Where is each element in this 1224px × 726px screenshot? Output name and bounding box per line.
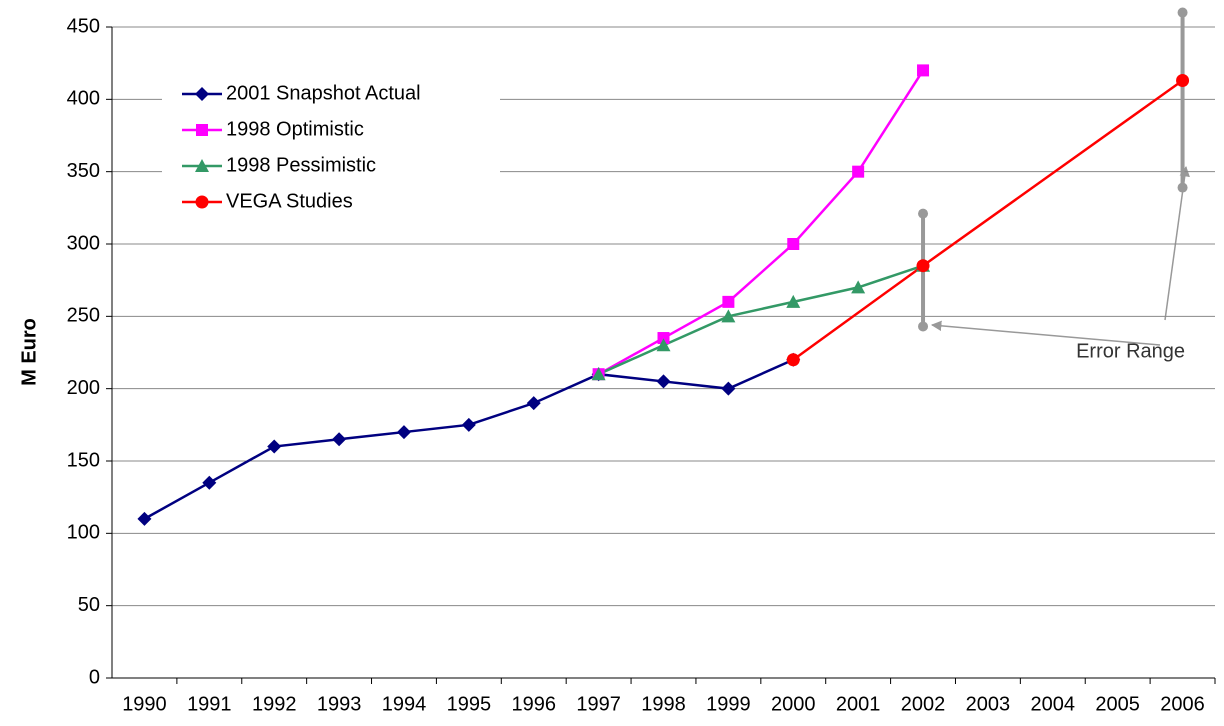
error-cap <box>1177 7 1188 18</box>
x-tick-label: 1996 <box>511 693 556 715</box>
marker <box>656 374 671 389</box>
y-tick-label: 200 <box>67 377 100 399</box>
marker <box>137 511 152 526</box>
series-line <box>598 69 925 376</box>
marker <box>526 396 541 411</box>
series-line <box>792 79 1184 361</box>
marker <box>917 64 930 77</box>
x-tick-label: 1999 <box>706 693 751 715</box>
x-tick-label: 1992 <box>252 693 297 715</box>
marker <box>396 425 411 440</box>
series-line <box>143 358 794 520</box>
x-tick-label: 1997 <box>576 693 621 715</box>
y-tick-label: 50 <box>78 594 100 616</box>
marker <box>721 309 736 323</box>
y-tick-label: 350 <box>67 160 100 182</box>
annotation: Error Range <box>1076 340 1185 362</box>
marker <box>851 280 866 294</box>
x-tick-label: 1993 <box>317 693 362 715</box>
legend-label: 1998 Optimistic <box>226 118 364 140</box>
marker <box>267 439 282 454</box>
x-tick-label: 2002 <box>901 693 946 715</box>
marker <box>786 353 800 367</box>
x-tick-label: 2001 <box>836 693 881 715</box>
marker <box>195 195 209 209</box>
y-axis-label: M Euro <box>18 318 40 386</box>
marker <box>591 367 606 381</box>
legend-box <box>162 76 500 224</box>
marker <box>916 259 930 273</box>
x-tick-label: 2005 <box>1095 693 1140 715</box>
x-tick-label: 1995 <box>447 693 492 715</box>
legend-label: VEGA Studies <box>226 190 353 212</box>
x-tick-label: 1990 <box>122 693 167 715</box>
x-tick-label: 2004 <box>1031 693 1076 715</box>
y-tick-label: 100 <box>67 522 100 544</box>
x-tick-label: 1998 <box>641 693 686 715</box>
x-tick-label: 1994 <box>382 693 427 715</box>
marker <box>656 338 671 352</box>
marker <box>657 332 670 345</box>
annotation-arrow <box>930 320 1161 346</box>
y-tick-label: 450 <box>67 15 100 37</box>
marker <box>195 159 209 172</box>
series-line <box>598 264 924 376</box>
y-tick-label: 300 <box>67 232 100 254</box>
marker <box>202 475 217 490</box>
marker <box>786 294 801 308</box>
marker <box>722 295 735 308</box>
error-cap <box>918 321 929 332</box>
marker <box>195 87 209 101</box>
x-tick-label: 2003 <box>966 693 1011 715</box>
marker <box>852 165 865 178</box>
marker <box>332 432 347 447</box>
x-tick-label: 2000 <box>771 693 816 715</box>
y-tick-label: 250 <box>67 305 100 327</box>
error-cap <box>918 208 929 219</box>
legend-label: 1998 Pessimistic <box>226 154 376 176</box>
marker <box>461 417 476 432</box>
marker <box>196 124 208 136</box>
error-cap <box>1177 182 1188 193</box>
marker <box>787 238 800 250</box>
y-tick-label: 400 <box>67 88 100 110</box>
x-tick-label: 2006 <box>1160 693 1205 715</box>
y-tick-label: 0 <box>89 666 100 688</box>
x-tick-label: 1991 <box>187 693 232 715</box>
legend-label: 2001 Snapshot Actual <box>226 82 421 104</box>
y-tick-label: 150 <box>67 449 100 471</box>
marker <box>1176 74 1190 88</box>
marker <box>721 381 736 396</box>
